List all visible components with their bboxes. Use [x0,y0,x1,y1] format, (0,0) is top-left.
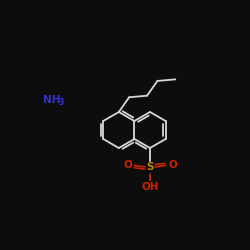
Text: 3: 3 [58,98,64,107]
Text: NH: NH [42,95,60,105]
Text: O: O [168,160,177,170]
Text: OH: OH [141,182,159,192]
Text: S: S [146,162,154,172]
Text: O: O [123,160,132,170]
